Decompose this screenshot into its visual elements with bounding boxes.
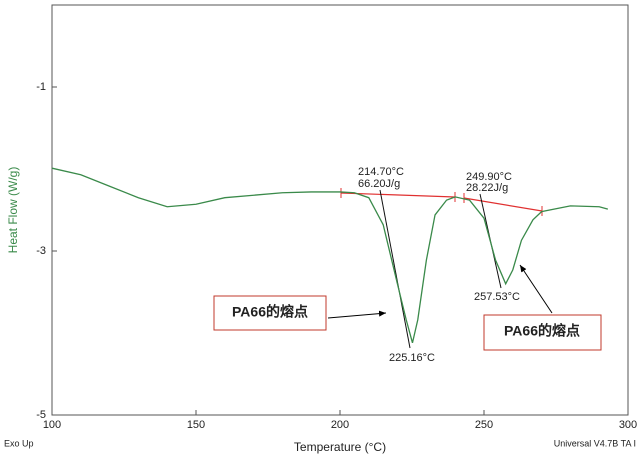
annotation: PA66的熔点 [504, 323, 580, 339]
x-tick-label: 250 [475, 419, 493, 431]
x-tick-label: 300 [619, 419, 637, 431]
y-tick-label: -1 [36, 81, 46, 93]
annotation: 28.22J/g [466, 182, 508, 194]
x-tick-label: 100 [43, 419, 61, 431]
annotation: 249.90°C [466, 171, 512, 183]
heat-flow-line [51, 167, 609, 344]
annotation: 257.53°C [474, 291, 520, 303]
x-axis-label: Temperature (°C) [294, 440, 386, 454]
y-tick-label: -3 [36, 245, 46, 257]
x-tick-label: 200 [331, 419, 349, 431]
callouts [213, 264, 602, 351]
annotation: 66.20J/g [358, 178, 400, 190]
x-tick-label: 150 [187, 419, 205, 431]
y-axis-label: Heat Flow (W/g) [6, 167, 20, 254]
y-tick-label: -5 [36, 409, 46, 421]
annotation: 225.16°C [389, 352, 435, 364]
corner-right: Universal V4.7B TA I [554, 438, 636, 448]
annotation: PA66的熔点 [232, 304, 308, 320]
corner-left: Exo Up [4, 438, 34, 448]
annotation: 214.70°C [358, 166, 404, 178]
